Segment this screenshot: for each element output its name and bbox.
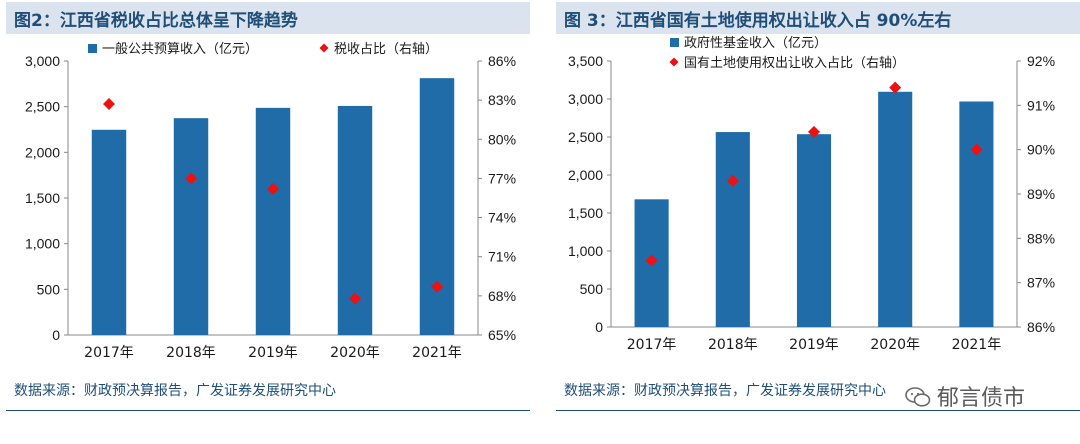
- marker-2019年: [808, 125, 820, 138]
- divider: [6, 410, 530, 411]
- legend-swatch-bar: [670, 38, 679, 47]
- legend-label-marker: 税收占比（右轴）: [334, 42, 438, 57]
- legend-label-bar: 一般公共预算收入（亿元）: [102, 41, 258, 57]
- marker-2021年: [431, 280, 443, 293]
- marker-2018年: [726, 174, 739, 187]
- y-tick-label-right: 65%: [488, 327, 516, 343]
- y-tick-label-right: 91%: [1027, 97, 1055, 113]
- legend-swatch-bar: [88, 44, 97, 53]
- y-tick-label-right: 83%: [488, 92, 516, 108]
- y-tick-label-left: 3,500: [568, 53, 603, 69]
- y-tick-label-left: 500: [37, 281, 61, 297]
- y-tick-label-right: 88%: [1027, 230, 1055, 246]
- y-tick-label-right: 80%: [488, 131, 516, 147]
- source-note: 数据来源：财政预决算报告，广发证券发展研究中心: [14, 383, 336, 399]
- y-tick-label-left: 1,500: [568, 205, 603, 221]
- y-tick-label-left: 2,000: [568, 167, 603, 183]
- x-tick-label: 2018年: [166, 345, 216, 361]
- chart-panel-left: 图2：江西省税收占比总体呈下降趋势 0 500 1,000 1,500 2,000 2,5…: [0, 0, 530, 444]
- marker-2018年: [185, 172, 197, 185]
- y-tick-label-left: 1,000: [568, 243, 603, 259]
- chart-plot: 0 500 1,000 1,500 2,000 2,500 3,000 3,500 86% 87%…: [568, 35, 1055, 353]
- y-tick-label-left: 2,500: [568, 129, 603, 145]
- legend-swatch-marker: [319, 43, 329, 53]
- chart-title: 图 3：江西省国有土地使用权出让收入占 90%左右: [564, 11, 952, 31]
- marker-2021年: [970, 143, 983, 156]
- bar-2019年: [255, 107, 291, 335]
- marker-2020年: [349, 292, 361, 305]
- marker-2017年: [645, 254, 658, 267]
- bar-2019年: [796, 134, 832, 327]
- bar-2018年: [715, 132, 750, 327]
- y-tick-label-right: 74%: [488, 210, 516, 226]
- bar-2021年: [419, 78, 455, 336]
- bar-2020年: [878, 91, 913, 327]
- x-tick-label: 2017年: [84, 345, 134, 361]
- y-tick-label-right: 89%: [1027, 186, 1055, 202]
- bar-2018年: [173, 118, 209, 335]
- x-tick-label: 2019年: [248, 345, 298, 361]
- y-tick-label-left: 3,000: [25, 53, 60, 69]
- chart-panel-right: 图 3：江西省国有土地使用权出让收入占 90%左右 0 500 1,000 1,500…: [550, 0, 1080, 444]
- source-note: 数据来源：财政预决算报告，广发证券发展研究中心: [564, 383, 886, 399]
- y-tick-label-right: 90%: [1027, 142, 1055, 158]
- chart-title: 图2：江西省税收占比总体呈下降趋势: [14, 11, 298, 31]
- y-tick-label-left: 2,500: [25, 99, 60, 115]
- legend-label-marker: 国有土地使用权出让收入占比（右轴）: [684, 55, 905, 71]
- y-tick-label-left: 3,000: [568, 91, 603, 107]
- chart-plot: 0 500 1,000 1,500 2,000 2,500 3,000 65% 68% 71% 74…: [25, 41, 516, 361]
- y-tick-label-right: 77%: [488, 170, 516, 186]
- y-tick-label-right: 86%: [1027, 319, 1055, 335]
- x-tick-label: 2020年: [330, 345, 380, 361]
- legend-swatch-marker: [669, 57, 679, 67]
- x-tick-label: 2018年: [708, 337, 758, 353]
- y-tick-label-right: 92%: [1027, 53, 1055, 69]
- bar-2017年: [91, 129, 127, 335]
- y-tick-label-left: 0: [595, 319, 603, 335]
- y-tick-label-right: 71%: [488, 249, 516, 265]
- bar-2021年: [959, 101, 994, 328]
- watermark: 郁言债市: [905, 380, 1025, 412]
- x-tick-label: 2017年: [627, 337, 677, 353]
- y-tick-label-left: 1,000: [25, 236, 60, 252]
- y-tick-label-left: 500: [580, 281, 604, 297]
- y-tick-label-right: 86%: [488, 53, 516, 69]
- title-bar: 图2：江西省税收占比总体呈下降趋势: [6, 2, 530, 34]
- x-tick-label: 2020年: [870, 337, 920, 353]
- wechat-icon: [905, 387, 931, 407]
- title-bar: 图 3：江西省国有土地使用权出让收入占 90%左右: [556, 2, 1080, 34]
- y-tick-label-right: 87%: [1027, 275, 1055, 291]
- legend-label-bar: 政府性基金收入（亿元）: [684, 35, 827, 51]
- divider: [556, 410, 1080, 411]
- watermark-text: 郁言债市: [937, 386, 1026, 411]
- x-tick-label: 2021年: [952, 337, 1002, 353]
- y-tick-label-left: 1,500: [25, 190, 60, 206]
- marker-2019年: [267, 182, 279, 195]
- marker-2020年: [889, 81, 902, 94]
- x-tick-label: 2019年: [789, 337, 839, 353]
- y-tick-label-left: 2,000: [25, 144, 60, 160]
- x-tick-label: 2021年: [412, 345, 462, 361]
- y-tick-label-left: 0: [52, 327, 60, 343]
- y-tick-label-right: 68%: [488, 288, 516, 304]
- marker-2017年: [103, 98, 115, 111]
